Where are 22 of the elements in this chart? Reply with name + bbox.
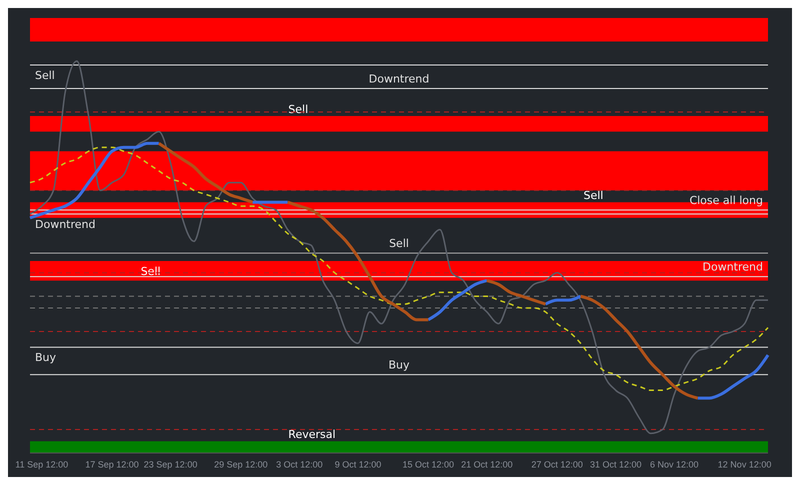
- band-label: Sell: [140, 264, 161, 278]
- x-tick-label: 9 Oct 12:00: [334, 459, 382, 470]
- ref-line-label: Downtrend: [35, 218, 96, 231]
- x-tick-label: 31 Oct 12:00: [590, 459, 642, 470]
- band-label: Sell: [584, 189, 604, 202]
- x-tick-label: 21 Oct 12:00: [461, 459, 513, 470]
- x-tick-label: 23 Sep 12:00: [144, 459, 198, 470]
- ref-line-label: Sell: [389, 237, 409, 250]
- x-tick-label: 15 Oct 12:00: [402, 459, 454, 470]
- ref-line-label: Downtrend: [702, 260, 763, 274]
- x-tick-label: 27 Oct 12:00: [531, 459, 583, 470]
- band-label: Reversal: [288, 428, 336, 442]
- ref-line-label: Buy: [388, 358, 410, 372]
- x-tick-label: 11 Sep 12:00: [15, 459, 68, 470]
- x-tick-label: 6 Nov 12:00: [650, 459, 699, 470]
- x-tick-label: 29 Sep 12:00: [214, 459, 268, 470]
- x-tick-label: 17 Sep 12:00: [85, 459, 139, 470]
- x-tick-label: 12 Nov 12:00: [718, 459, 772, 470]
- ref-line-label: Downtrend: [368, 72, 430, 86]
- ref-line-label: Sell: [35, 68, 55, 82]
- x-tick-label: 3 Oct 12:00: [276, 459, 323, 470]
- ref-line-label: Buy: [35, 351, 57, 364]
